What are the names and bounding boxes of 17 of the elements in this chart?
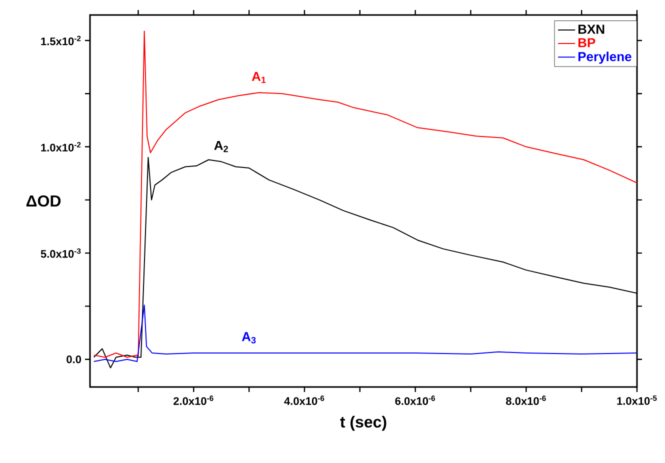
y-tick-label: 0.0 [66,355,82,364]
y-tick-label: 1.5x10$^{-2}$ [41,36,81,46]
annotation: A$_{1}$ [252,72,266,84]
annotation: A$_{3}$ [242,332,256,344]
x-tick-label: 8.0x10$^{-6}$ [506,396,546,405]
y-tick-label: 1.0x10$^{-2}$ [41,142,81,152]
y-tick-label: 5.0x10$^{-3}$ [40,248,81,258]
x-tick-label: 2.0x10$^{-6}$ [174,396,214,405]
legend-label: BXN [578,24,604,34]
x-tick-label: 6.0x10$^{-6}$ [395,396,436,405]
annotation: A$_{2}$ [214,140,228,152]
x-tick-label: 4.0x10$^{-6}$ [284,396,324,405]
y-axis-title: ΔOD [26,195,61,207]
legend-label: Perylene [578,52,632,64]
legend-label: BP [578,38,596,48]
x-axis-title: t (sec) [340,416,386,431]
x-tick-label: 1.0x10$^{-5}$ [617,396,657,405]
